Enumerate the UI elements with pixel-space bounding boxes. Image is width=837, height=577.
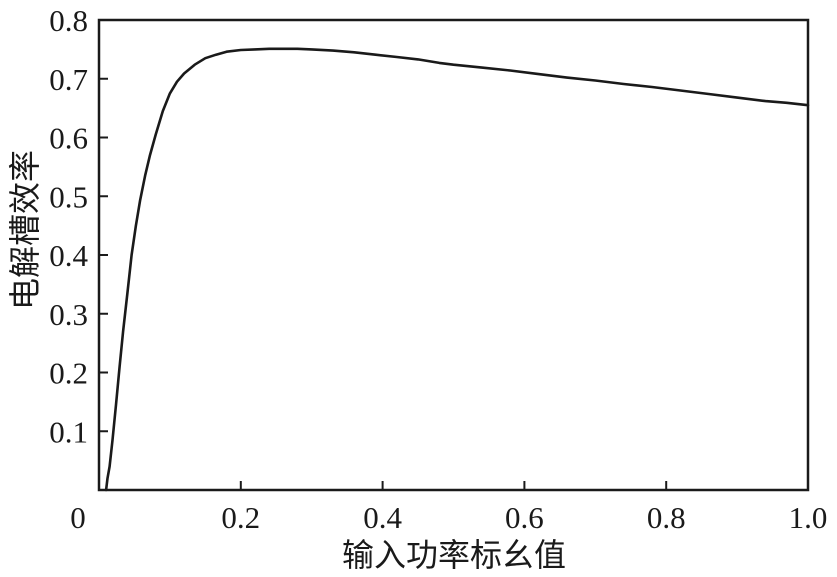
x-tick-label: 0.8: [647, 500, 686, 535]
y-tick-label: 0.2: [49, 356, 88, 391]
efficiency-curve: [104, 47, 810, 492]
x-tick-label: 0.6: [505, 500, 544, 535]
y-tick-label: 0.6: [49, 121, 88, 156]
y-axis-label: 电解槽效率: [7, 150, 43, 310]
x-tick-label: 1.0: [789, 500, 828, 535]
axis-tick-marks: [99, 19, 809, 490]
y-tick-label: 0.7: [49, 62, 88, 97]
axis-tick-labels: 0 0.2 0.4 0.6 0.8 1.0 0.1 0.2 0.3 0.4 0.5 0.6 0.7 0.8: [49, 3, 827, 535]
y-tick-label: 0.8: [49, 3, 88, 38]
x-axis-label: 输入功率标幺值: [342, 537, 566, 573]
y-tick-label: 0.1: [49, 414, 88, 449]
x-tick-label: 0: [70, 500, 86, 535]
y-tick-label: 0.4: [49, 238, 88, 273]
plot-border: [97, 18, 810, 492]
y-tick-label: 0.5: [49, 179, 88, 214]
y-tick-label: 0.3: [49, 297, 88, 332]
x-tick-label: 0.2: [221, 500, 260, 535]
x-tick-label: 0.4: [363, 500, 402, 535]
